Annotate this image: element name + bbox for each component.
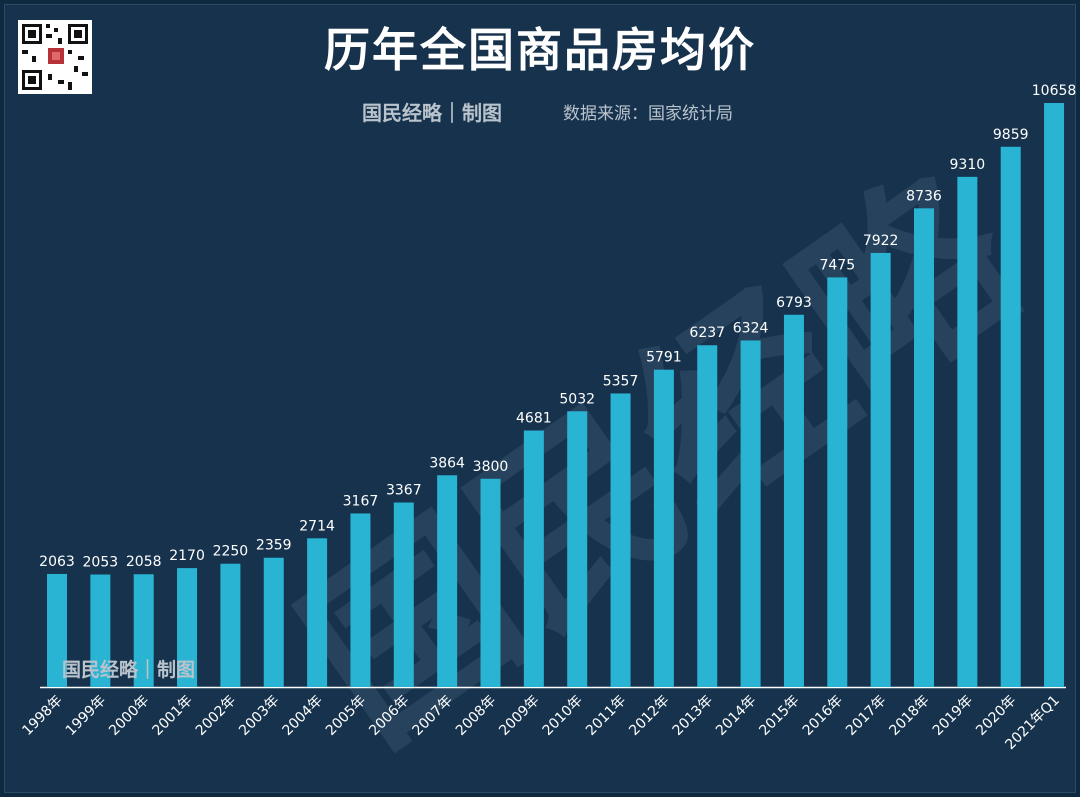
bar-2011年 — [610, 393, 631, 687]
source-label: 数据来源：国家统计局 — [563, 104, 733, 124]
data-label: 6793 — [776, 295, 812, 311]
inner-brand-label: 国民经略｜制图 — [62, 659, 196, 681]
data-label: 3864 — [429, 455, 465, 471]
bar-2018年 — [914, 208, 934, 687]
data-label: 8736 — [906, 188, 942, 204]
x-tick-label: 2010年 — [540, 693, 586, 739]
data-label: 9859 — [993, 127, 1029, 143]
x-tick-label: 2005年 — [323, 693, 369, 739]
x-tick-label: 2014年 — [713, 693, 759, 739]
x-tick-label: 2002年 — [193, 693, 239, 739]
data-label: 2250 — [213, 544, 249, 560]
x-tick-label: 2018年 — [886, 693, 932, 739]
data-label: 5791 — [646, 350, 682, 366]
x-tick-label: 2016年 — [800, 693, 846, 739]
bar-2017年 — [870, 252, 891, 688]
bar-1998年 — [47, 573, 67, 687]
data-label: 2714 — [299, 518, 335, 534]
bar-2014年 — [740, 340, 761, 687]
data-label: 7922 — [863, 233, 899, 249]
data-label: 2058 — [126, 554, 162, 570]
x-tick-label: 2007年 — [410, 693, 456, 739]
x-tick-label: 2013年 — [670, 693, 716, 739]
data-label: 5032 — [559, 391, 595, 407]
x-tick-label: 2004年 — [280, 693, 326, 739]
bar-2021年Q1 — [1044, 103, 1065, 687]
x-tick-label: 2009年 — [496, 693, 542, 739]
data-label: 3800 — [473, 459, 509, 475]
data-label: 2053 — [83, 555, 119, 571]
bar-2019年 — [957, 176, 978, 687]
data-label: 2170 — [169, 548, 205, 564]
qr-code-icon — [18, 20, 92, 94]
data-label: 7475 — [819, 257, 855, 273]
data-label: 5357 — [603, 373, 639, 389]
data-label: 6324 — [733, 320, 769, 336]
x-tick-label: 2001年 — [149, 693, 195, 739]
data-label: 3367 — [386, 483, 422, 499]
bar-2001年 — [177, 568, 198, 687]
brand-label: 国民经略｜制图 — [362, 101, 502, 125]
bar-2005年 — [350, 513, 371, 687]
x-tick-label: 2011年 — [583, 693, 629, 739]
data-label: 9310 — [950, 157, 986, 173]
x-tick-label: 2006年 — [366, 693, 412, 739]
bar-2012年 — [653, 369, 674, 687]
x-tick-label: 2000年 — [106, 693, 152, 739]
data-label: 6237 — [689, 325, 725, 341]
bar-2006年 — [393, 502, 414, 687]
x-tick-label: 2017年 — [843, 693, 889, 739]
bar-2007年 — [437, 475, 458, 687]
x-tick-label: 1999年 — [63, 693, 109, 739]
x-tick-label: 1998年 — [19, 693, 65, 739]
bar-2010年 — [567, 411, 588, 687]
x-tick-label: 2003年 — [236, 693, 282, 739]
bar-2002年 — [220, 563, 241, 687]
bar-2009年 — [523, 430, 544, 687]
x-tick-label: 2008年 — [453, 693, 499, 739]
bar-2000年 — [133, 574, 154, 687]
bar-2013年 — [697, 345, 718, 687]
bar-2015年 — [783, 314, 804, 687]
bar-2008年 — [480, 478, 501, 687]
bar-2004年 — [307, 538, 328, 687]
x-tick-label: 2019年 — [930, 693, 976, 739]
bar-2003年 — [263, 557, 284, 687]
data-label: 4681 — [516, 411, 552, 427]
bar-2020年 — [1000, 146, 1021, 687]
x-tick-label: 2012年 — [626, 693, 672, 739]
page-title: 历年全国商品房均价 — [324, 23, 756, 77]
data-label: 10658 — [1032, 83, 1077, 99]
data-label: 2063 — [39, 554, 75, 570]
x-tick-label: 2015年 — [756, 693, 802, 739]
bar-2016年 — [827, 277, 848, 687]
bar-1999年 — [90, 574, 111, 687]
data-label: 3167 — [343, 493, 379, 509]
data-label: 2359 — [256, 538, 292, 554]
